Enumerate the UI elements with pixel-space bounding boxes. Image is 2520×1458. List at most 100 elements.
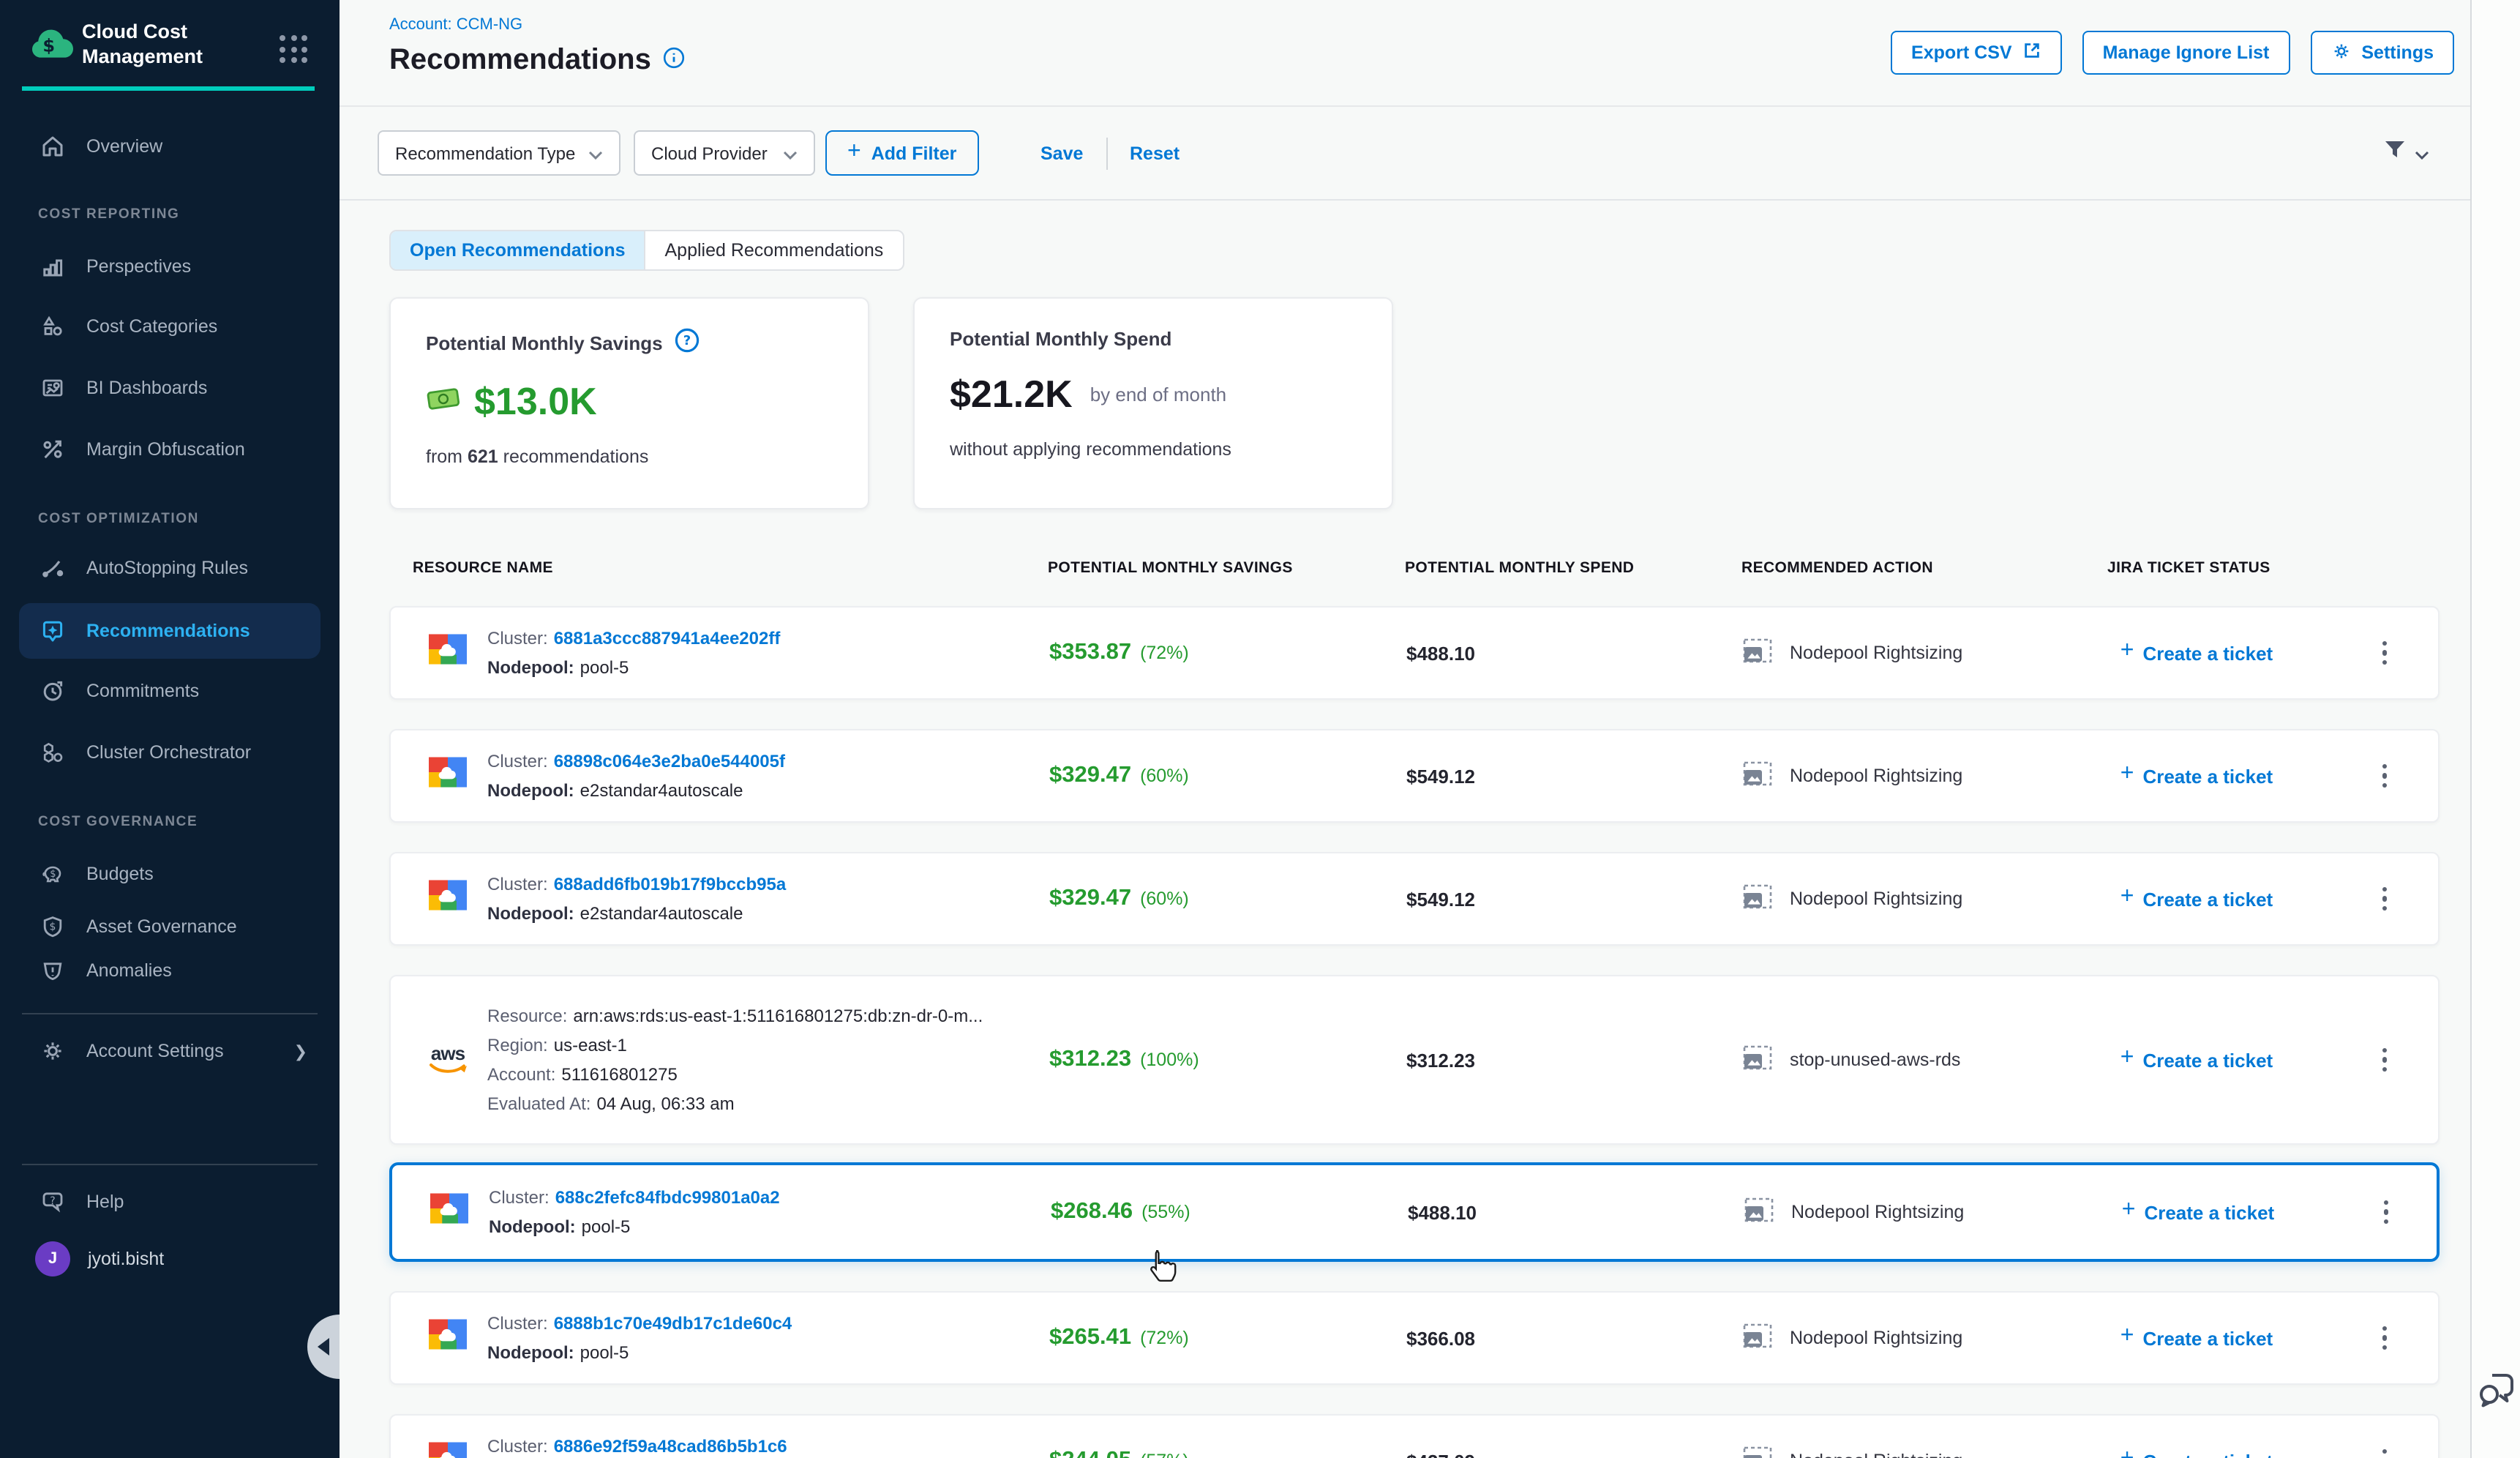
header-actions: Export CSV Manage Ignore List Settings (1891, 31, 2454, 75)
resource-label: Cluster: (489, 1186, 550, 1207)
table-row[interactable]: Cluster: 688add6fb019b17f9bccb95a Nodepoo… (389, 852, 2440, 946)
save-filter-link[interactable]: Save (1040, 143, 1084, 164)
sidebar-item-help[interactable]: ? Help (0, 1177, 340, 1227)
create-ticket-button[interactable]: +Create a ticket (2065, 1447, 2328, 1458)
recommendations-tabs: Open Recommendations Applied Recommendat… (389, 230, 904, 271)
svg-text:$: $ (42, 36, 55, 56)
sidebar-item-budgets[interactable]: $ Budgets (0, 849, 340, 899)
potential-savings-card: Potential Monthly Savings ? $13.0K from … (389, 297, 869, 509)
sidebar-item-bi-dashboards[interactable]: BI Dashboards (0, 363, 340, 413)
chat-support-icon[interactable] (2476, 1370, 2517, 1416)
app-switcher-icon[interactable] (280, 35, 307, 63)
create-ticket-button[interactable]: +Create a ticket (2120, 1323, 2273, 1349)
row-menu-kebab-icon[interactable] (2377, 1443, 2393, 1458)
table-row[interactable]: Cluster: 6888b1c70e49db17c1de60c4 Nodepoo… (389, 1291, 2440, 1385)
settings-button[interactable]: Settings (2310, 31, 2454, 75)
savings-subtitle: from 621 recommendations (426, 446, 649, 467)
gcp-icon (429, 757, 467, 795)
gear-icon (38, 1038, 67, 1064)
sidebar-item-asset-governance[interactable]: $ Asset Governance (0, 902, 340, 952)
user-name: jyoti.bisht (88, 1249, 165, 1269)
spend-amount: $488.10 (1408, 1201, 1477, 1223)
savings-percent: (60%) (1140, 889, 1189, 909)
tab-open-recommendations[interactable]: Open Recommendations (391, 231, 645, 269)
resource-label: Cluster: (487, 1312, 548, 1333)
tooltip-question-icon[interactable]: ? (675, 328, 700, 357)
cluster-link[interactable]: 68898c064e3e2ba0e544005f (553, 750, 785, 771)
sidebar-item-margin-obfuscation[interactable]: Margin Obfuscation (0, 425, 340, 474)
cloud-provider-dropdown[interactable]: Cloud Provider (634, 130, 815, 176)
plus-icon: + (2120, 1045, 2134, 1070)
create-ticket-button[interactable]: +Create a ticket (2121, 1197, 2275, 1223)
savings-percent: (60%) (1140, 766, 1189, 786)
row-menu-kebab-icon[interactable] (2377, 1042, 2393, 1078)
tab-applied-recommendations[interactable]: Applied Recommendations (644, 231, 903, 269)
scrollbar-track[interactable] (2470, 0, 2520, 1458)
table-row[interactable]: Cluster:6886e92f59a48cad86b5b1c6 Nodepoo… (389, 1414, 2440, 1458)
export-csv-button[interactable]: Export CSV (1891, 31, 2062, 75)
sidebar-item-label: BI Dashboards (86, 378, 208, 398)
bar-chart-icon (38, 253, 67, 280)
plus-icon: + (2120, 884, 2134, 909)
row-menu-kebab-icon[interactable] (2378, 1195, 2395, 1230)
sidebar-item-autostopping-rules[interactable]: AutoStopping Rules (0, 543, 340, 593)
user-menu[interactable]: J jyoti.bisht (0, 1234, 340, 1284)
sidebar-item-cost-categories[interactable]: Cost Categories (0, 302, 340, 351)
row-menu-kebab-icon[interactable] (2377, 635, 2393, 671)
plus-icon: + (2120, 761, 2134, 786)
sidebar-item-perspectives[interactable]: Perspectives (0, 242, 340, 291)
sidebar-item-account-settings[interactable]: Account Settings ❯ (0, 1026, 340, 1076)
cluster-link[interactable]: 688c2fefc84fbdc99801a0a2 (555, 1186, 780, 1207)
create-ticket-button[interactable]: +Create a ticket (2120, 638, 2273, 664)
sidebar-item-overview[interactable]: Overview (0, 122, 340, 171)
table-row-selected[interactable]: Cluster: 688c2fefc84fbdc99801a0a2 Nodepoo… (389, 1162, 2440, 1262)
manage-ignore-list-button[interactable]: Manage Ignore List (2082, 31, 2290, 75)
rightsizing-icon (1743, 884, 1772, 913)
info-icon[interactable] (663, 46, 685, 75)
chevron-down-icon (588, 143, 603, 163)
money-icon (426, 384, 462, 420)
table-header: RESOURCE NAME POTENTIAL MONTHLY SAVINGS … (389, 559, 2440, 577)
recommendation-type-dropdown[interactable]: Recommendation Type (378, 130, 620, 176)
col-jira-ticket-status: JIRA TICKET STATUS (2107, 559, 2270, 577)
sidebar-item-label: Overview (86, 136, 163, 157)
col-resource-name: RESOURCE NAME (413, 559, 553, 577)
row-menu-kebab-icon[interactable] (2377, 758, 2393, 794)
sidebar: $ Cloud Cost Management Overview COST RE… (0, 0, 340, 1458)
avatar: J (35, 1241, 70, 1276)
create-ticket-button[interactable]: +Create a ticket (2120, 761, 2273, 787)
cluster-link[interactable]: 6888b1c70e49db17c1de60c4 (553, 1312, 792, 1333)
resource-label: Evaluated At: (487, 1093, 591, 1113)
table-row[interactable]: aws Resource: arn:aws:rds:us-east-1:51161… (389, 975, 2440, 1145)
cluster-link[interactable]: 6886e92f59a48cad86b5b1c6 (553, 1435, 787, 1456)
create-ticket-button[interactable]: +Create a ticket (2120, 1045, 2273, 1071)
sidebar-item-commitments[interactable]: Commitments (0, 666, 340, 716)
section-cost-governance: COST GOVERNANCE (38, 814, 198, 830)
cloud-cost-logo-icon: $ (29, 25, 76, 70)
sidebar-item-cluster-orchestrator[interactable]: Cluster Orchestrator (0, 728, 340, 777)
sidebar-collapse-button[interactable] (307, 1315, 340, 1379)
sidebar-item-anomalies[interactable]: Anomalies (0, 946, 340, 995)
reset-filter-link[interactable]: Reset (1130, 143, 1180, 164)
dashboard-image-icon (38, 375, 67, 401)
table-row[interactable]: Cluster: 6881a3ccc887941a4ee202ff Nodepoo… (389, 606, 2440, 700)
sidebar-item-recommendations[interactable]: Recommendations (19, 603, 320, 659)
add-filter-button[interactable]: + Add Filter (825, 130, 979, 176)
sidebar-item-label: Commitments (86, 681, 200, 701)
filter-panel-toggle[interactable] (2382, 107, 2429, 201)
cluster-link[interactable]: 6881a3ccc887941a4ee202ff (553, 627, 781, 648)
breadcrumb[interactable]: Account: CCM-NG (389, 16, 523, 34)
sidebar-item-label: Asset Governance (86, 916, 237, 937)
col-recommended-action: RECOMMENDED ACTION (1741, 559, 1933, 577)
create-ticket-button[interactable]: +Create a ticket (2120, 884, 2273, 910)
row-menu-kebab-icon[interactable] (2377, 881, 2393, 917)
section-cost-reporting: COST REPORTING (38, 206, 180, 223)
rightsizing-icon (1744, 1197, 1774, 1227)
row-menu-kebab-icon[interactable] (2377, 1320, 2393, 1356)
help-chat-icon: ? (38, 1189, 67, 1215)
gcp-icon (429, 880, 467, 918)
savings-amount: $244.05 (1049, 1448, 1131, 1458)
cluster-link[interactable]: 688add6fb019b17f9bccb95a (553, 873, 787, 894)
savings-amount: $329.47 (1049, 886, 1132, 911)
table-row[interactable]: Cluster: 68898c064e3e2ba0e544005f Nodepoo… (389, 729, 2440, 823)
